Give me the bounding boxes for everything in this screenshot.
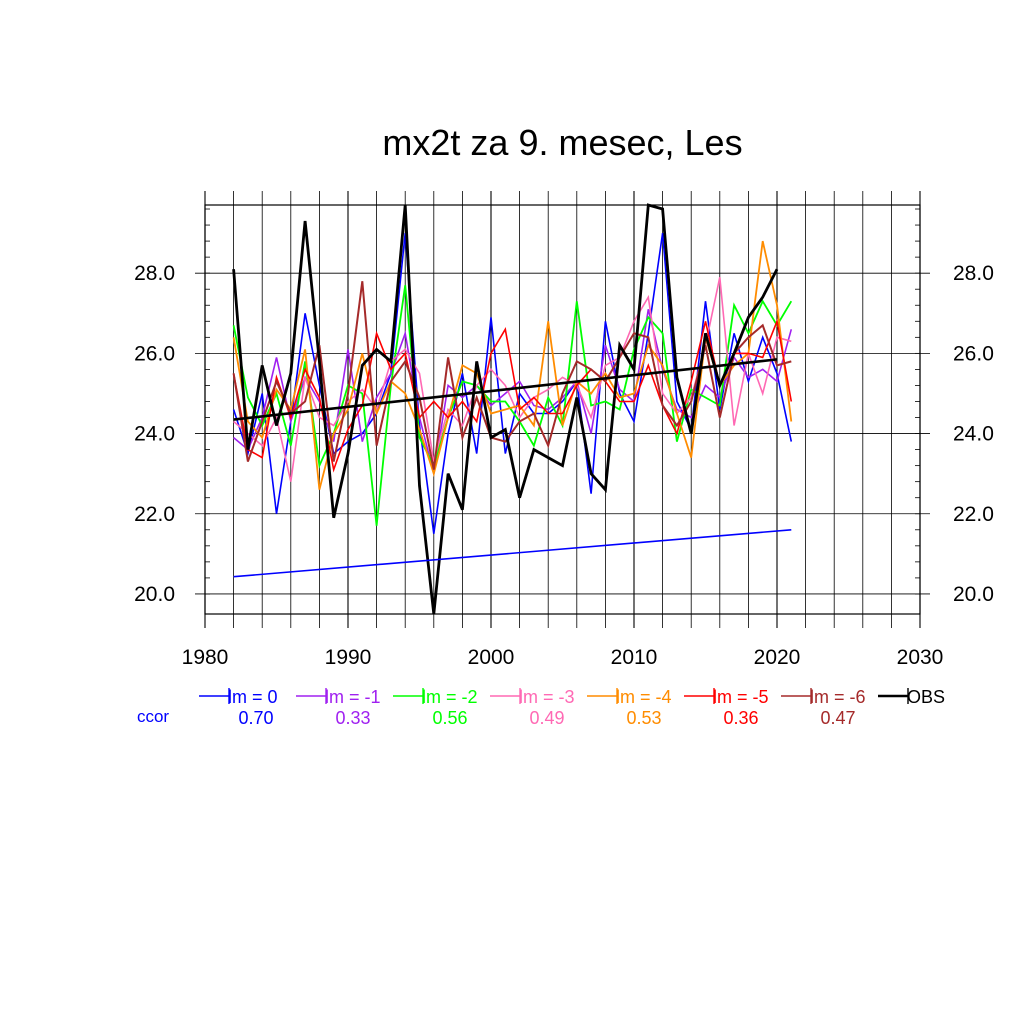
legend-ccor-value: 0.49 — [529, 708, 564, 728]
legend-label: lm = 0 — [228, 687, 278, 707]
y-tick-label-left: 28.0 — [134, 262, 175, 285]
y-tick-label-right: 22.0 — [953, 503, 994, 526]
legend-ccor-value: 0.70 — [238, 708, 273, 728]
y-tick-label-right: 24.0 — [953, 423, 994, 446]
x-tick-label: 1980 — [182, 646, 229, 669]
ccor-label: ccor — [137, 707, 169, 726]
y-tick-label-right: 28.0 — [953, 262, 994, 285]
x-tick-label: 2030 — [897, 646, 944, 669]
y-tick-label-left: 22.0 — [134, 503, 175, 526]
x-tick-label: 2020 — [754, 646, 801, 669]
legend-label: lm = -6 — [810, 687, 866, 707]
series-lines — [232, 203, 793, 615]
chart-title: mx2t za 9. mesec, Les — [382, 122, 743, 163]
series-line-7 — [232, 203, 779, 615]
y-tick-label-right: 26.0 — [953, 342, 994, 365]
series-line-4 — [232, 240, 793, 490]
trend-line-0 — [233, 358, 778, 421]
series-line-6 — [232, 281, 792, 470]
legend-ccor-value: 0.53 — [626, 708, 661, 728]
legend-label: lm = -1 — [325, 687, 381, 707]
legend-label: lm = -3 — [519, 687, 575, 707]
legend-label: lm = -5 — [713, 687, 769, 707]
x-tick-label: 1990 — [325, 646, 372, 669]
legend-ccor-value: 0.56 — [432, 708, 467, 728]
legend-ccor-value: 0.33 — [335, 708, 370, 728]
trend-line-1 — [233, 528, 792, 578]
y-tick-label-left: 20.0 — [134, 583, 175, 606]
legend-ccor-value: 0.36 — [723, 708, 758, 728]
x-tick-label: 2010 — [611, 646, 658, 669]
legend-label: lm = -2 — [422, 687, 478, 707]
plot-frame — [204, 204, 921, 615]
legend-label: OBS — [907, 687, 945, 707]
y-tick-label-left: 26.0 — [134, 342, 175, 365]
grid — [195, 191, 930, 628]
legend-label: lm = -4 — [616, 687, 672, 707]
series-line-0 — [232, 232, 793, 534]
x-tick-label: 2000 — [468, 646, 515, 669]
y-tick-label-right: 20.0 — [953, 583, 994, 606]
y-tick-label-left: 24.0 — [134, 423, 175, 446]
legend-ccor-value: 0.47 — [820, 708, 855, 728]
